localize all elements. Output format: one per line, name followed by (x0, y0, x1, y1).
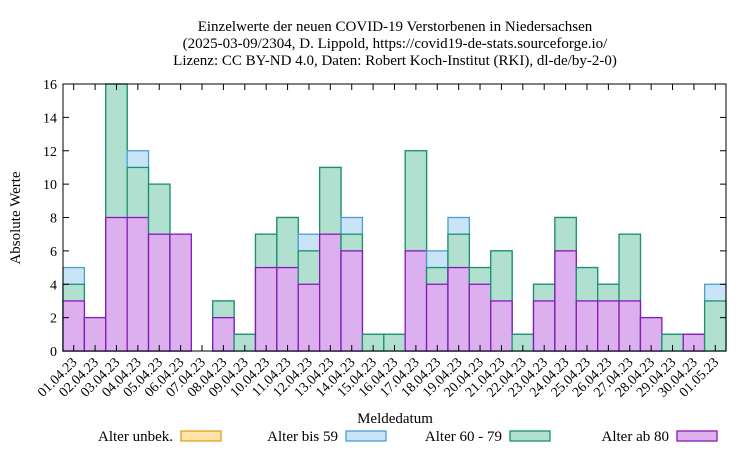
bars (62, 83, 727, 352)
legend-item: Alter unbek. (98, 429, 222, 445)
legend-swatch (180, 430, 222, 442)
legend-swatch (676, 430, 718, 442)
legend-label: Alter unbek. (98, 429, 173, 445)
bar-alter-ab-80-17.04.23 (404, 250, 428, 352)
legend-label: Alter ab 80 (602, 429, 669, 445)
chart-title: Einzelwerte der neuen COVID-19 Verstorbe… (173, 19, 617, 69)
y-axis-ticks: 0 2 4 6 8 10 12 14 16 (43, 78, 726, 360)
legend-swatch (345, 430, 387, 442)
bar-alter-ab-80-13.04.23 (318, 233, 342, 352)
bar-alter-ab-80-05.04.23 (147, 233, 171, 352)
legend-item: Alter bis 59 (267, 429, 387, 445)
y-tick-label: 16 (43, 78, 57, 93)
y-axis-label: Absolute Werte (8, 171, 24, 264)
bar-alter-ab-80-10.04.23 (254, 266, 278, 352)
bar-alter-ab-80-21.04.23 (490, 300, 513, 352)
bar-alter-ab-80-25.04.23 (575, 300, 599, 352)
x-axis-label: Meldedatum (357, 411, 433, 427)
bar-alter-ab-80-19.04.23 (447, 266, 471, 352)
legend-item: Alter ab 80 (602, 429, 718, 445)
y-tick-label: 8 (50, 212, 57, 227)
bar-alter-ab-80-04.04.23 (126, 216, 150, 352)
bar-alter-ab-80-06.04.23 (169, 233, 192, 352)
legend-item: Alter 60 - 79 (425, 429, 551, 445)
bar-alter-ab-80-26.04.23 (597, 300, 620, 352)
legend-swatch (509, 430, 551, 442)
y-tick-label: 2 (50, 312, 57, 327)
y-tick-label: 6 (50, 245, 57, 260)
bar-alter-ab-80-03.04.23 (105, 216, 128, 352)
bar-alter-ab-80-20.04.23 (468, 283, 492, 352)
y-tick-label: 0 (50, 345, 57, 360)
y-tick-label: 10 (43, 178, 57, 193)
bar-alter-ab-80-14.04.23 (340, 250, 364, 352)
y-tick-label: 12 (43, 145, 57, 160)
legend-label: Alter 60 - 79 (425, 429, 502, 445)
bar-alter-ab-80-24.04.23 (554, 250, 577, 352)
y-tick-label: 14 (43, 111, 57, 126)
x-axis-ticks: 01.04.2302.04.2303.04.2304.04.2305.04.23… (35, 84, 722, 400)
plot-frame (62, 83, 727, 352)
legend-label: Alter bis 59 (267, 429, 338, 445)
bar-alter-ab-80-23.04.23 (532, 300, 556, 352)
title-line-2: (2025-03-09/2304, D. Lippold, https://co… (183, 36, 608, 52)
legend: Alter unbek. Alter bis 59 Alter 60 - 79 Alt… (98, 429, 718, 445)
bar-alter-ab-80-01.04.23 (62, 300, 86, 352)
title-line-1: Einzelwerte der neuen COVID-19 Verstorbe… (198, 19, 593, 35)
bar-alter-ab-80-27.04.23 (618, 300, 642, 352)
bar-alter-ab-80-11.04.23 (276, 266, 299, 352)
y-tick-label: 4 (50, 278, 57, 293)
bar-alter-ab-80-12.04.23 (297, 283, 321, 352)
bar-alter-60-79-01.05.23 (703, 300, 727, 352)
title-line-3: Lizenz: CC BY-ND 4.0, Daten: Robert Koch… (173, 53, 617, 69)
bar-alter-ab-80-18.04.23 (425, 283, 449, 352)
